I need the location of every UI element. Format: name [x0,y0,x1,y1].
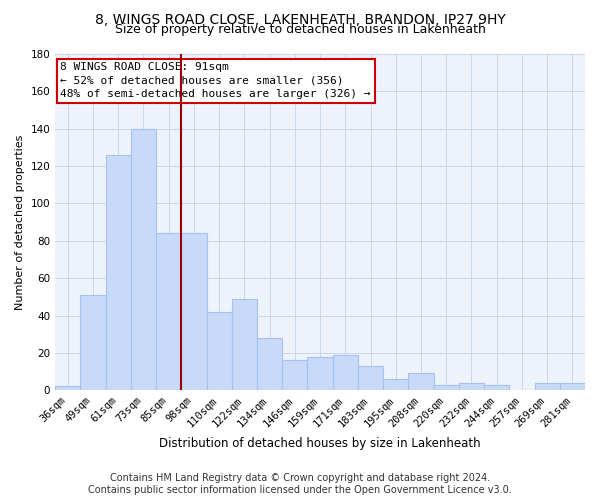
Bar [409,374,434,390]
Bar [232,298,257,390]
X-axis label: Distribution of detached houses by size in Lakenheath: Distribution of detached houses by size … [159,437,481,450]
Bar [535,382,560,390]
Text: 8 WINGS ROAD CLOSE: 91sqm
← 52% of detached houses are smaller (356)
48% of semi: 8 WINGS ROAD CLOSE: 91sqm ← 52% of detac… [61,62,371,99]
Bar [560,382,585,390]
Y-axis label: Number of detached properties: Number of detached properties [15,134,25,310]
Bar [181,234,206,390]
Text: Contains HM Land Registry data © Crown copyright and database right 2024.
Contai: Contains HM Land Registry data © Crown c… [88,474,512,495]
Bar [106,155,131,390]
Bar [383,379,409,390]
Bar [307,356,332,390]
Bar [282,360,307,390]
Bar [206,312,232,390]
Text: 8, WINGS ROAD CLOSE, LAKENHEATH, BRANDON, IP27 9HY: 8, WINGS ROAD CLOSE, LAKENHEATH, BRANDON… [95,12,505,26]
Text: Size of property relative to detached houses in Lakenheath: Size of property relative to detached ho… [115,22,485,36]
Bar [131,128,156,390]
Bar [156,234,181,390]
Bar [257,338,282,390]
Bar [80,295,106,390]
Bar [332,354,358,390]
Bar [358,366,383,390]
Bar [484,384,509,390]
Bar [459,382,484,390]
Bar [55,386,80,390]
Bar [434,384,459,390]
